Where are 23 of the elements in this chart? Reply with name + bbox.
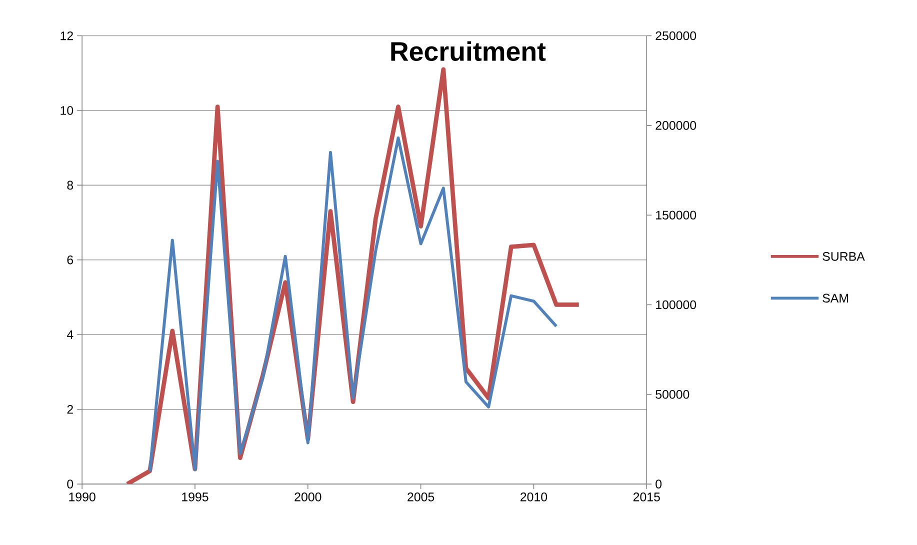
legend-label: SAM (822, 294, 848, 303)
chart-title: Recruitment (391, 41, 546, 62)
x-tick-label: 2010 (520, 492, 548, 502)
x-tick-label: 2015 (633, 492, 660, 502)
y-tick-label: 8 (67, 180, 74, 190)
y2-tick-label: 50000 (656, 390, 690, 399)
y-tick-label: 10 (60, 106, 74, 116)
x-tick-label: 1995 (182, 492, 208, 502)
x-tick-label: 1990 (69, 492, 96, 502)
y2-tick-label: 250000 (656, 32, 696, 40)
y-tick-label: 2 (67, 405, 73, 414)
legend-label: SURBA (822, 252, 865, 261)
y-tick-label: 12 (60, 32, 73, 40)
y2-tick-label: 200000 (656, 121, 696, 130)
y-tick-label: 6 (67, 256, 74, 264)
y2-tick-label: 150000 (656, 210, 696, 220)
y-tick-label: 4 (66, 330, 74, 340)
y-tick-label: 0 (67, 480, 74, 489)
x-tick-label: 2005 (408, 492, 434, 502)
y2-tick-label: 100000 (656, 300, 696, 310)
y2-tick-label: 0 (656, 480, 662, 489)
line-series (148, 136, 558, 474)
x-tick-label: 2000 (294, 492, 322, 502)
